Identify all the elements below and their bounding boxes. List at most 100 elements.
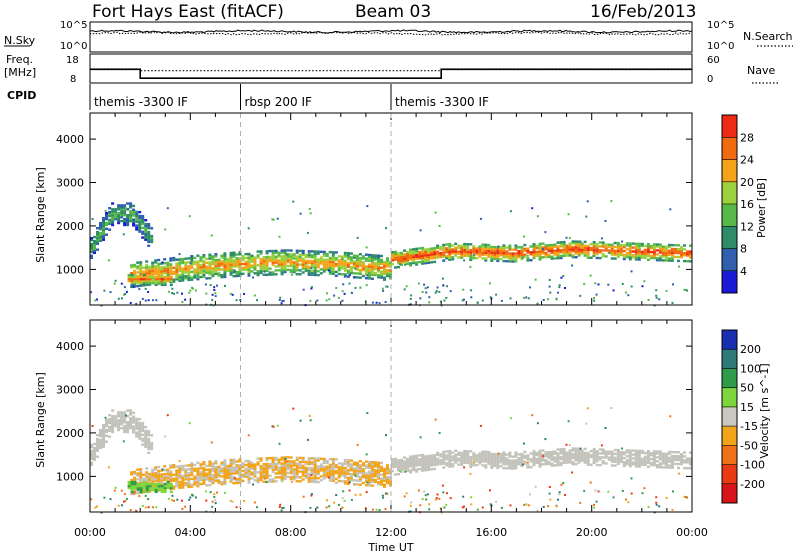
- power-cell: [160, 283, 164, 287]
- power-cell: [454, 252, 458, 255]
- velocity-cell: [309, 506, 312, 509]
- power-cell: [412, 254, 416, 257]
- power-cell: [223, 275, 227, 279]
- power-cell: [531, 207, 534, 210]
- velocity-cell: [619, 460, 623, 464]
- velocity-cell: [541, 455, 544, 458]
- velocity-cell: [604, 456, 608, 459]
- power-cell: [470, 289, 473, 292]
- velocity-cell: [325, 506, 328, 509]
- velocity-cell: [325, 475, 329, 478]
- power-cell: [514, 252, 518, 255]
- velocity-cell: [286, 467, 290, 471]
- velocity-cell: [683, 495, 686, 498]
- power-cell: [141, 230, 145, 233]
- power-cell: [475, 247, 479, 250]
- velocity-cell: [181, 508, 184, 510]
- power-cell: [250, 270, 254, 273]
- velocity-cell: [349, 469, 353, 472]
- velocity-cell: [107, 466, 110, 469]
- velocity-cell: [613, 456, 617, 459]
- power-cell: [160, 268, 164, 271]
- power-cell: [247, 258, 251, 261]
- power-cell: [355, 272, 359, 275]
- power-cell: [627, 294, 630, 297]
- velocity-cell: [316, 480, 320, 484]
- velocity-cell: [481, 464, 485, 467]
- velocity-cell: [370, 463, 374, 466]
- power-cell: [403, 257, 406, 260]
- power-cell: [139, 277, 143, 281]
- velocity-cell: [478, 462, 482, 465]
- power-cell: [343, 261, 347, 264]
- velocity-cell: [544, 455, 548, 458]
- power-cell: [583, 282, 586, 285]
- velocity-cell: [412, 462, 416, 466]
- velocity-cell: [157, 475, 161, 478]
- velocity-cell: [677, 451, 680, 454]
- velocity-cell: [316, 457, 320, 460]
- power-cell: [282, 299, 285, 302]
- power-cell: [337, 259, 341, 262]
- velocity-cell: [274, 464, 278, 467]
- power-cell: [111, 217, 115, 221]
- velocity-cell: [268, 462, 272, 466]
- power-cell: [271, 257, 275, 260]
- power-cell: [322, 258, 326, 261]
- cpid-row: CPID themis -3300 IF rbsp 200 IF themis -3…: [7, 84, 489, 110]
- velocity-cell: [397, 467, 400, 470]
- power-cell: [610, 253, 614, 256]
- velocity-cell: [283, 475, 287, 479]
- velocity-cell: [211, 477, 215, 481]
- velocity-cell: [550, 462, 554, 465]
- velocity-cell: [634, 461, 638, 464]
- velocity-cell: [391, 466, 394, 469]
- power-cell: [375, 301, 378, 304]
- power-cell: [142, 282, 146, 285]
- velocity-cell: [138, 417, 142, 421]
- velocity-cell: [265, 457, 269, 460]
- power-cell: [496, 249, 500, 253]
- velocity-cell: [190, 477, 194, 481]
- velocity-cell: [181, 474, 185, 477]
- velocity-cell: [144, 426, 148, 429]
- velocity-cell: [301, 458, 305, 462]
- velocity-cell: [187, 481, 191, 485]
- velocity-cell: [616, 454, 620, 458]
- velocity-cell: [589, 463, 593, 466]
- velocity-cell: [502, 453, 506, 456]
- velocity-cell: [150, 445, 154, 449]
- power-cell: [289, 270, 293, 274]
- velocity-cell: [199, 463, 203, 466]
- velocity-cell: [637, 461, 641, 464]
- power-cell: [232, 255, 236, 258]
- velocity-cell: [178, 469, 182, 472]
- power-cell: [123, 212, 127, 215]
- velocity-cell: [157, 469, 161, 473]
- power-cell: [214, 264, 218, 268]
- power-cell: [160, 274, 164, 277]
- velocity-cell: [559, 452, 563, 455]
- velocity-cell: [262, 465, 266, 468]
- power-cell: [361, 267, 365, 270]
- velocity-cell: [151, 488, 155, 492]
- power-cell: [226, 265, 230, 269]
- velocity-cell: [406, 469, 409, 472]
- velocity-cell: [442, 462, 446, 465]
- velocity-cell: [367, 476, 371, 479]
- power-cell: [196, 266, 200, 269]
- velocity-cell: [427, 456, 431, 460]
- velocity-cell: [589, 455, 593, 459]
- velocity-cell: [386, 479, 389, 483]
- power-cell: [541, 256, 545, 259]
- power-cell: [649, 250, 653, 254]
- velocity-cell: [634, 463, 638, 466]
- power-cell: [415, 257, 419, 260]
- power-cell: [384, 285, 387, 288]
- power-cell: [382, 289, 385, 292]
- velocity-cell: [100, 511, 103, 514]
- colorbar-label: 8: [740, 243, 747, 256]
- power-cell: [213, 286, 216, 289]
- power-cell: [634, 246, 638, 249]
